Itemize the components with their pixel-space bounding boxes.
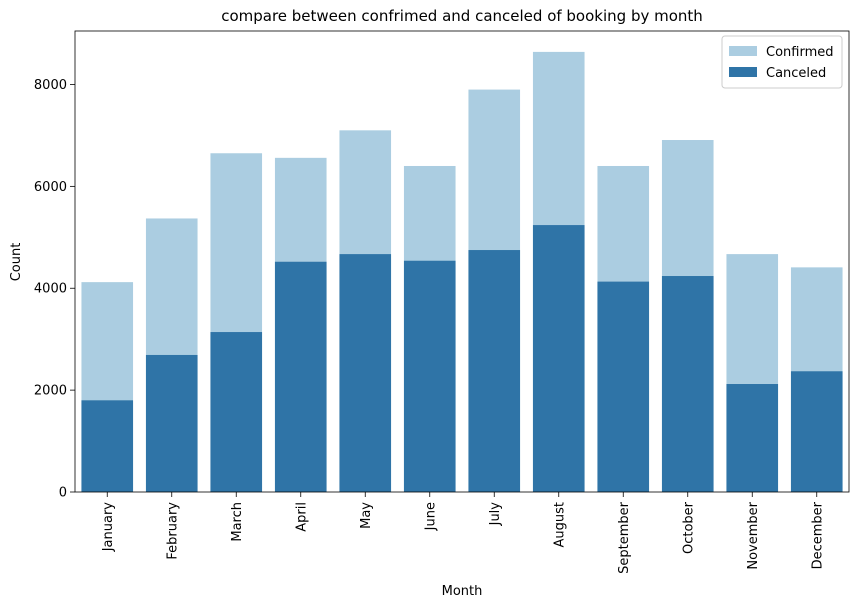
- bar-canceled-may: [339, 254, 392, 492]
- bar-canceled-october: [661, 276, 714, 492]
- y-tick-label: 4000: [34, 282, 67, 297]
- legend: Confirmed Canceled: [721, 35, 843, 89]
- bar-canceled-february: [145, 354, 198, 492]
- bars-layer: [81, 51, 843, 493]
- x-tick-label: May: [359, 502, 374, 529]
- x-tick-label: February: [165, 502, 180, 560]
- plot-frame: [74, 30, 850, 493]
- x-tick-label: April: [294, 502, 309, 532]
- chart-title: compare between confrimed and canceled o…: [221, 7, 703, 25]
- x-tick-label: March: [230, 502, 245, 542]
- legend-label-confirmed: Confirmed: [766, 45, 834, 60]
- x-axis-label: Month: [442, 584, 483, 599]
- x-tick-label: November: [746, 501, 761, 569]
- axes-layer: 0 2000 4000 6000 8000 January February March Apr…: [34, 30, 850, 574]
- x-tick-label: July: [488, 502, 503, 527]
- bar-canceled-august: [532, 225, 585, 492]
- y-tick-label: 0: [59, 486, 67, 501]
- y-tick-label: 6000: [34, 180, 67, 195]
- x-tick-label: August: [552, 502, 567, 548]
- x-tick-label: January: [101, 502, 116, 553]
- legend-swatch-canceled: [729, 67, 757, 77]
- bar-canceled-april: [274, 261, 327, 492]
- x-tick-label: October: [681, 501, 696, 554]
- bar-canceled-june: [403, 260, 456, 492]
- legend-swatch-confirmed: [729, 46, 757, 56]
- bar-canceled-september: [597, 281, 650, 492]
- y-tick-label: 8000: [34, 78, 67, 93]
- bar-canceled-january: [81, 400, 134, 492]
- x-tick-label: September: [617, 501, 632, 574]
- x-tick-label: June: [423, 502, 438, 531]
- y-tick-label: 2000: [34, 384, 67, 399]
- x-tick-label: December: [810, 501, 825, 569]
- bar-canceled-november: [726, 384, 779, 492]
- bar-canceled-july: [468, 250, 521, 492]
- bar-canceled-december: [790, 371, 843, 492]
- legend-label-canceled: Canceled: [766, 66, 826, 81]
- y-axis-label: Count: [9, 243, 24, 282]
- bar-canceled-march: [210, 332, 263, 492]
